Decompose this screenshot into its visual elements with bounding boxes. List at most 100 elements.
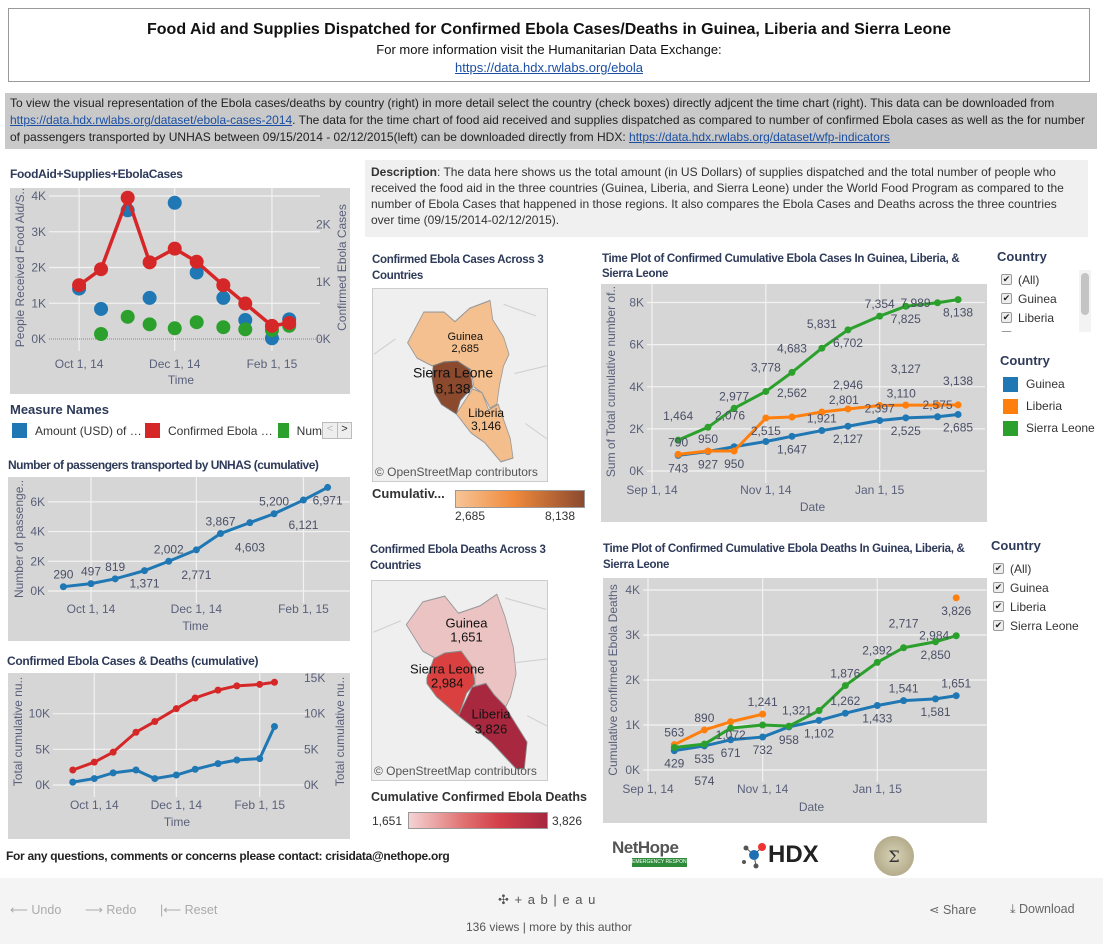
data-point[interactable] xyxy=(216,278,231,293)
data-point[interactable] xyxy=(934,413,942,421)
data-point[interactable] xyxy=(934,401,942,409)
data-point[interactable] xyxy=(233,682,241,690)
data-point[interactable] xyxy=(256,680,264,688)
data-point[interactable] xyxy=(270,510,278,518)
sierra-leone-region[interactable] xyxy=(426,650,476,717)
data-point[interactable] xyxy=(141,567,149,575)
data-point[interactable] xyxy=(69,766,77,774)
data-point[interactable] xyxy=(238,296,253,311)
deaths-timeplot[interactable]: Sep 1, 14 Nov 1, 14 Jan 1, 15 0K 1K 2K 3K 4K Dat… xyxy=(603,578,987,823)
data-point[interactable] xyxy=(704,423,712,431)
tableau-logo[interactable]: ✣ + a b | e a u xyxy=(498,892,597,907)
filter-option-liberia[interactable]: ✔ Liberia xyxy=(993,599,1047,614)
data-point[interactable] xyxy=(952,594,960,602)
data-point[interactable] xyxy=(759,721,767,729)
data-point[interactable] xyxy=(704,447,712,455)
redo-button[interactable]: ⟶ Redo xyxy=(85,903,137,917)
filter-scrollbar[interactable] xyxy=(1079,270,1091,332)
data-point[interactable] xyxy=(214,686,222,694)
cases-timeplot[interactable]: Sep 1, 14 Nov 1, 14 Jan 1, 15 0K 2K 4K 6K 8K Dat… xyxy=(601,284,987,522)
liberia-region[interactable] xyxy=(457,682,528,770)
data-point[interactable] xyxy=(759,733,767,741)
data-point[interactable] xyxy=(87,580,95,588)
data-point[interactable] xyxy=(132,766,140,774)
data-point[interactable] xyxy=(191,765,199,773)
data-point[interactable] xyxy=(674,450,682,458)
cases-deaths-chart[interactable]: Oct 1, 14 Dec 1, 14 Feb 1, 15 0K 5K 10K 0K 5K 10… xyxy=(8,673,350,839)
data-point[interactable] xyxy=(59,583,67,591)
data-point[interactable] xyxy=(818,408,826,416)
data-point[interactable] xyxy=(815,716,823,724)
data-point[interactable] xyxy=(69,778,77,786)
data-point[interactable] xyxy=(674,436,682,444)
data-point[interactable] xyxy=(841,682,849,690)
data-point[interactable] xyxy=(90,758,98,766)
scrollbar-thumb[interactable] xyxy=(1081,273,1089,315)
data-point[interactable] xyxy=(788,368,796,376)
passengers-chart[interactable]: Oct 1, 14 Dec 1, 14 Feb 1, 15 0K 2K 4K 6K Time N… xyxy=(8,477,350,641)
legend-item-guinea[interactable]: Guinea xyxy=(1003,373,1095,395)
data-point[interactable] xyxy=(172,771,180,779)
hdx-logo[interactable]: HDX xyxy=(740,840,819,870)
data-point[interactable] xyxy=(700,726,708,734)
data-point[interactable] xyxy=(876,417,884,425)
data-point[interactable] xyxy=(111,575,119,583)
data-point[interactable] xyxy=(109,769,117,777)
data-point[interactable] xyxy=(256,755,264,763)
data-point[interactable] xyxy=(120,190,135,205)
data-point[interactable] xyxy=(270,723,278,731)
data-point[interactable] xyxy=(72,278,87,293)
data-point[interactable] xyxy=(788,413,796,421)
data-point[interactable] xyxy=(299,496,307,504)
data-point[interactable] xyxy=(172,705,180,713)
foodaid-chart[interactable]: Oct 1, 14 Dec 1, 14 Feb 1, 15 0K 1K 2K 3K 4K 0K 1… xyxy=(10,188,350,394)
liberia-region[interactable] xyxy=(455,388,514,463)
data-point[interactable] xyxy=(841,709,849,717)
data-point[interactable] xyxy=(217,530,225,538)
data-point[interactable] xyxy=(844,405,852,413)
data-point[interactable] xyxy=(282,315,297,330)
data-point[interactable] xyxy=(730,404,738,412)
data-point[interactable] xyxy=(876,402,884,410)
data-point[interactable] xyxy=(727,718,735,726)
data-point[interactable] xyxy=(167,195,182,210)
data-point[interactable] xyxy=(142,317,157,332)
data-point[interactable] xyxy=(132,728,140,736)
data-point[interactable] xyxy=(233,756,241,764)
filter-option-liberia[interactable]: ✔ Liberia xyxy=(1001,310,1055,325)
measure-legend-item[interactable]: Confirmed Ebola … xyxy=(145,422,278,439)
data-point[interactable] xyxy=(954,410,962,418)
measure-legend-item[interactable]: Num xyxy=(278,422,322,439)
data-point[interactable] xyxy=(818,344,826,352)
data-point[interactable] xyxy=(189,315,204,330)
share-button[interactable]: ⋖ Share xyxy=(929,903,977,917)
legend-item-liberia[interactable]: Liberia xyxy=(1003,395,1095,417)
filter-option-all[interactable]: ✔ (All) xyxy=(993,561,1032,576)
data-point[interactable] xyxy=(785,722,793,730)
data-point[interactable] xyxy=(165,557,173,565)
data-point[interactable] xyxy=(900,644,908,652)
reset-button[interactable]: |⟵ Reset xyxy=(160,903,218,917)
data-point[interactable] xyxy=(142,290,157,305)
data-point[interactable] xyxy=(167,241,182,256)
data-point[interactable] xyxy=(873,658,881,666)
data-point[interactable] xyxy=(94,301,109,316)
data-point[interactable] xyxy=(216,290,231,305)
data-point[interactable] xyxy=(264,318,279,333)
data-point[interactable] xyxy=(932,695,940,703)
data-point[interactable] xyxy=(192,546,200,554)
measure-legend-item[interactable]: Amount (USD) of … xyxy=(12,422,145,439)
data-point[interactable] xyxy=(727,736,735,744)
data-point[interactable] xyxy=(191,694,199,702)
data-point[interactable] xyxy=(932,638,940,646)
data-point[interactable] xyxy=(762,414,770,422)
data-point[interactable] xyxy=(246,519,254,527)
data-point[interactable] xyxy=(902,302,910,310)
wfp-indicators-link[interactable]: https://data.hdx.rwlabs.org/dataset/wfp-… xyxy=(629,130,890,144)
osm-attribution[interactable]: © OpenStreetMap contributors xyxy=(375,465,538,479)
data-point[interactable] xyxy=(167,321,182,336)
hdx-ebola-link[interactable]: https://data.hdx.rwlabs.org/ebola xyxy=(455,60,643,75)
data-point[interactable] xyxy=(324,483,332,491)
data-point[interactable] xyxy=(876,312,884,320)
data-point[interactable] xyxy=(109,748,117,756)
